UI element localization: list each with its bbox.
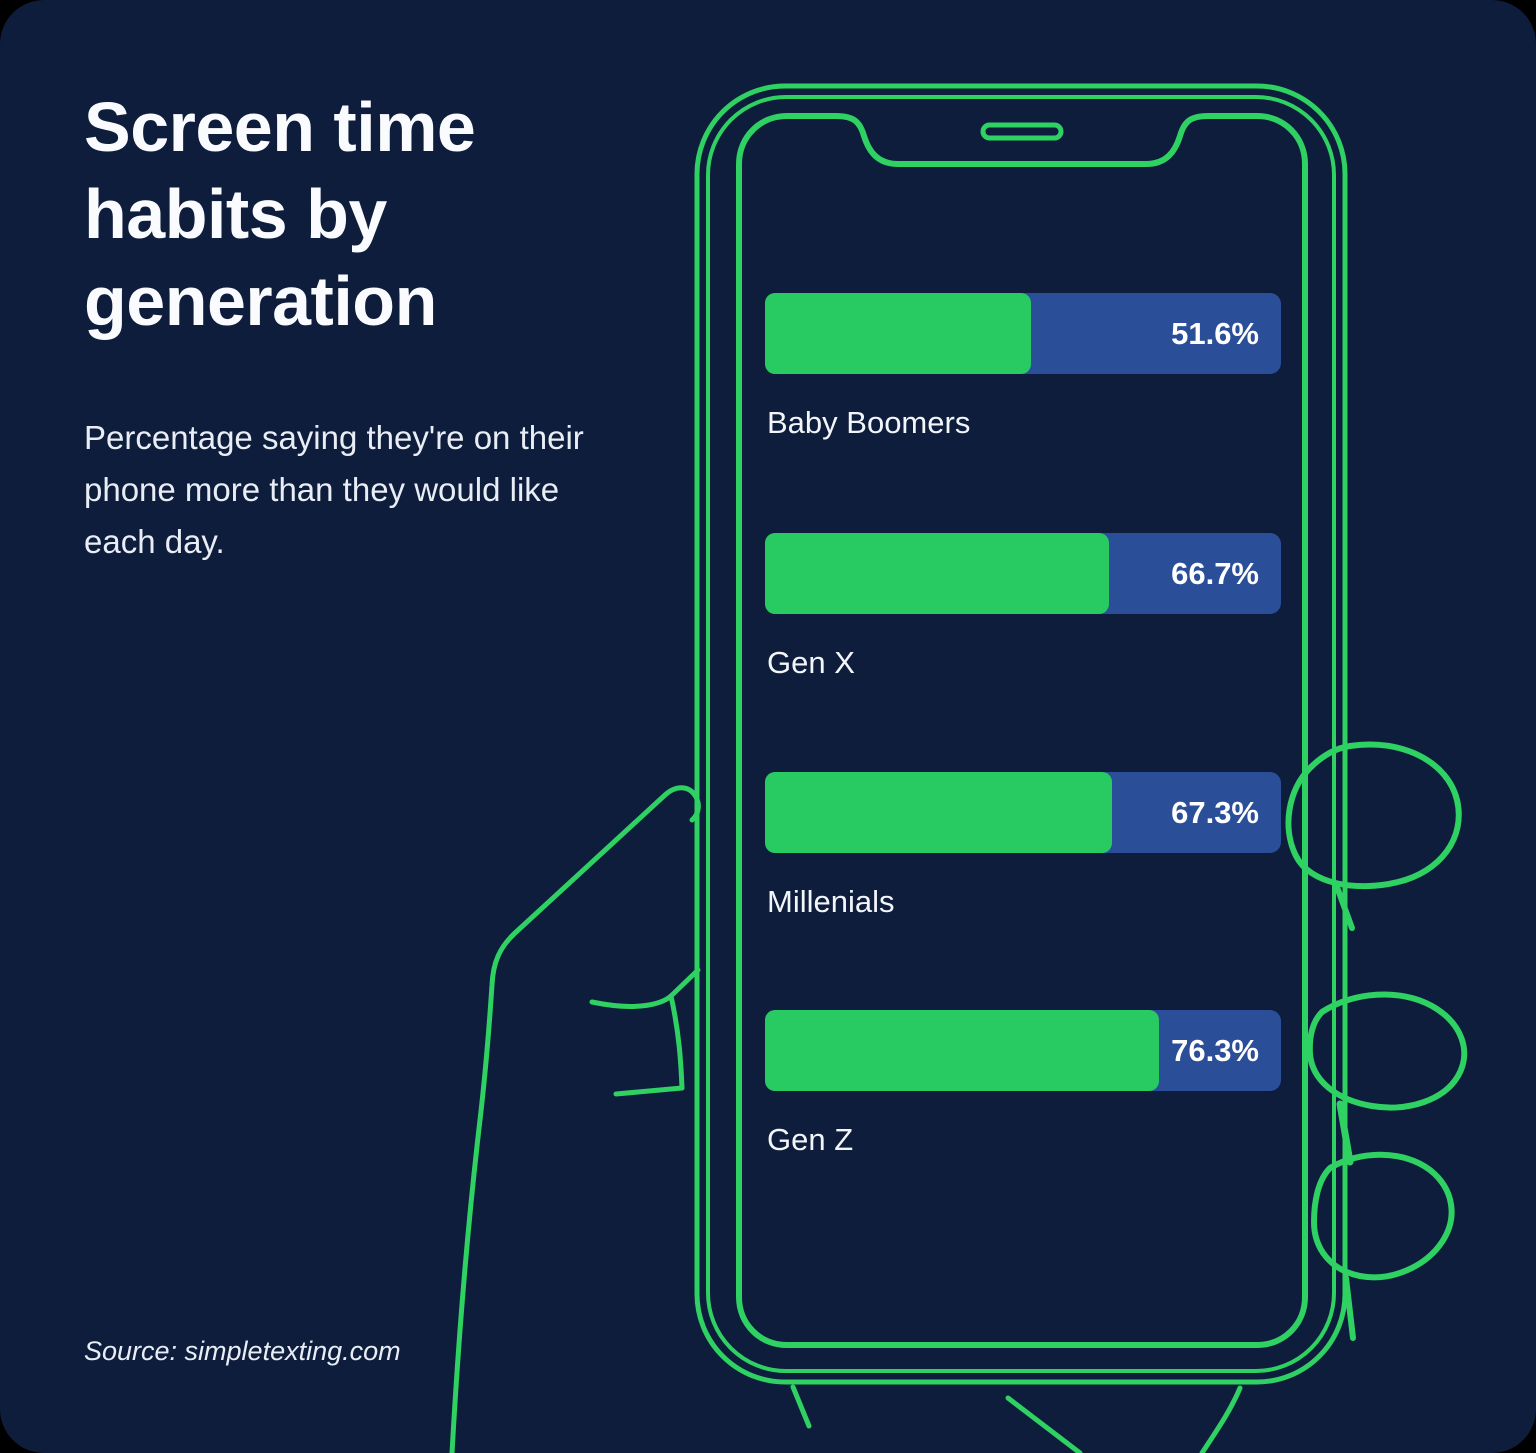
hand-line-below-phone xyxy=(1199,1385,1243,1453)
phone-inner-frame xyxy=(706,95,1336,1373)
bar-fill xyxy=(765,533,1110,614)
fingertip-outline xyxy=(1285,741,1462,890)
bar-group-millenials: 67.3% Millenials xyxy=(765,772,1281,919)
hand-fold-line xyxy=(613,1085,685,1097)
bar-group-gen-z: 76.3% Gen Z xyxy=(765,1010,1281,1157)
bar-value-label: 67.3% xyxy=(1171,794,1259,830)
speaker-slot-icon xyxy=(980,122,1064,141)
bar-category-label: Gen Z xyxy=(767,1122,854,1157)
bar-track: 51.6% xyxy=(765,293,1281,374)
bar-fill xyxy=(765,772,1113,853)
hand-fold-line xyxy=(589,967,701,1009)
bar-value-label: 76.3% xyxy=(1171,1032,1259,1068)
hand-line-below-phone xyxy=(1005,1395,1083,1453)
page-subtitle: Percentage saying they're on their phone… xyxy=(84,419,584,560)
bar-category-label: Millenials xyxy=(767,884,895,919)
hand-thumb-outline xyxy=(449,785,701,1453)
fingertip-connector xyxy=(1334,884,1355,931)
hand-line-below-phone xyxy=(790,1384,812,1429)
page-title: Screen time habits by generation xyxy=(84,88,476,340)
bar-category-label: Baby Boomers xyxy=(767,405,971,440)
phone-screen-outline xyxy=(736,113,1308,1348)
bar-fill xyxy=(765,293,1032,374)
bar-group-baby-boomers: 51.6% Baby Boomers xyxy=(765,293,1281,440)
bar-value-label: 66.7% xyxy=(1171,555,1259,591)
bar-fill xyxy=(765,1010,1159,1091)
fingertip-outline xyxy=(1311,1151,1455,1281)
bar-group-gen-x: 66.7% Gen X xyxy=(765,533,1281,680)
bar-track: 67.3% xyxy=(765,772,1281,853)
hand-fold-line xyxy=(668,993,685,1091)
bar-value-label: 51.6% xyxy=(1171,315,1259,351)
bar-track: 76.3% xyxy=(765,1010,1281,1091)
fingertip-outline xyxy=(1306,991,1468,1111)
bar-track: 66.7% xyxy=(765,533,1281,614)
phone-outer-frame xyxy=(694,83,1348,1385)
bar-category-label: Gen X xyxy=(767,645,855,680)
fingertip-connector xyxy=(1336,1100,1354,1166)
fingertip-connector xyxy=(1343,1275,1356,1341)
source-credit: Source: simpletexting.com xyxy=(84,1336,401,1366)
